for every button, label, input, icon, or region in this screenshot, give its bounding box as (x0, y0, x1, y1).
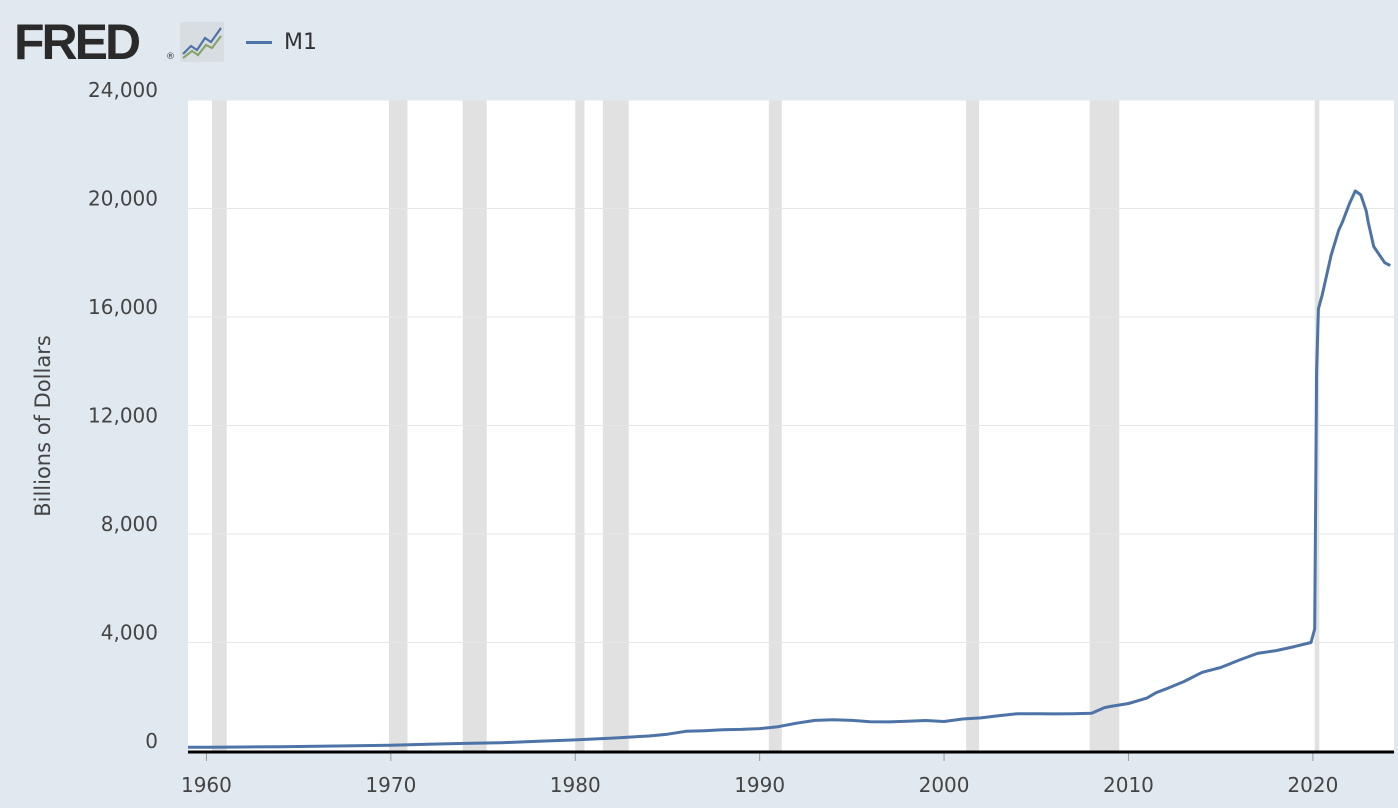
x-tick-label-2010: 2010 (1103, 773, 1154, 797)
x-tick-label-1970: 1970 (365, 773, 416, 797)
fred-logo[interactable]: FRED (14, 14, 141, 70)
x-axis-ticks: 1960 1970 1980 1990 2000 2010 2020 (181, 753, 1338, 797)
y-axis-label: Billions of Dollars (31, 335, 55, 517)
y-axis-ticks: 0 4,000 8,000 12,000 16,000 20,000 24,000 (88, 78, 158, 753)
x-tick-label-2020: 2020 (1287, 773, 1338, 797)
line-chart-icon (180, 22, 224, 62)
legend-swatch-m1 (246, 40, 272, 44)
legend[interactable]: M1 (246, 28, 317, 56)
x-tick-label-1960: 1960 (181, 773, 232, 797)
y-tick-label-0: 0 (145, 729, 158, 753)
gridlines (188, 99, 1394, 643)
chart-header: FRED ® M1 (0, 0, 1398, 82)
x-tick-label-2000: 2000 (919, 773, 970, 797)
y-tick-label-12000: 12,000 (88, 404, 158, 428)
y-tick-label-8000: 8,000 (101, 512, 158, 536)
series-line-m1[interactable] (188, 189, 1391, 749)
y-tick-label-16000: 16,000 (88, 295, 158, 319)
y-tick-label-24000: 24,000 (88, 78, 158, 102)
y-tick-label-4000: 4,000 (101, 621, 158, 645)
y-tick-label-20000: 20,000 (88, 187, 158, 211)
x-tick-label-1990: 1990 (734, 773, 785, 797)
registered-mark: ® (166, 52, 175, 62)
legend-label-m1: M1 (284, 29, 317, 55)
x-tick-label-1980: 1980 (550, 773, 601, 797)
